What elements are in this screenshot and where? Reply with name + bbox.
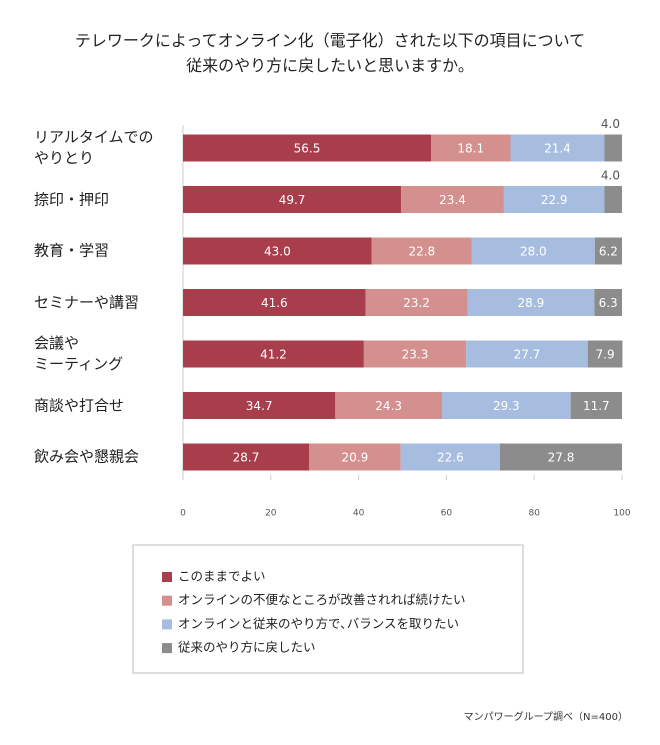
value-label: 7.9 [596,348,615,362]
value-label: 22.6 [437,451,464,465]
value-label: 6.2 [599,245,618,259]
value-label: 21.4 [544,142,571,156]
bar-segment [604,134,622,162]
value-label: 27.7 [514,348,541,362]
value-label: 28.0 [520,245,547,259]
bar-segment [587,340,623,368]
legend-swatch [162,572,172,582]
legend-box [132,544,524,674]
bar-segment [570,392,622,419]
bar-segment [510,134,605,162]
legend-swatch [162,619,172,630]
value-label: 27.8 [548,451,575,465]
x-tick-label: 100 [613,509,630,519]
value-label: 28.9 [518,296,545,310]
x-tick-label: 80 [528,509,540,519]
bar-segment [467,289,595,316]
bar-segment [183,392,336,419]
value-label: 41.2 [260,348,287,362]
source-note: マンパワーグループ調べ（N=400） [463,712,628,723]
value-label: 34.7 [246,399,273,413]
value-label: 6.3 [599,296,618,310]
value-label: 4.0 [601,117,620,131]
value-label: 23.2 [403,296,430,310]
y-tick-label: 商談や打合せ [34,396,125,414]
value-label: 29.3 [493,399,520,413]
value-label: 41.6 [261,296,288,310]
bar-segment [308,443,401,471]
y-tick-label: セミナーや講習 [34,293,140,311]
bar-segment [401,186,504,213]
x-tick-label: 0 [180,509,186,519]
legend-label: 従来のやり方に戻したい [178,640,316,655]
legend-swatch [162,643,172,654]
value-label: 56.5 [294,142,321,156]
bar-segment [183,134,432,162]
bar-segment [604,186,622,213]
bar-segment [503,186,605,213]
legend-label: オンラインと従来のやり方で､バランスを取りたい [178,616,459,631]
value-label: 22.9 [541,193,568,207]
bar-segment [183,186,402,213]
bar-segment [183,443,309,471]
bar-segment [594,237,622,265]
legend-label: このままでよい [178,569,266,584]
x-tick-label: 20 [265,509,277,519]
chart-title: テレワークによってオンライン化（電子化）された以下の項目について 従来のやり方に… [74,31,586,75]
value-label: 24.3 [375,399,402,413]
bar-segment [471,237,595,265]
y-tick-label: 会議や ミーティング [34,334,124,373]
y-tick-label: 捺印・押印 [34,190,110,208]
bar-segment [183,340,364,368]
value-label: 23.3 [402,348,429,362]
legend-swatch [162,595,172,606]
bar-segment [371,237,472,265]
bar-segment [466,340,588,368]
bar-segment [594,289,622,316]
bar-segment [183,237,372,265]
y-tick-label: リアルタイムでの やりとり [34,128,154,167]
bar-segment [499,443,622,471]
bar-segment [400,443,500,471]
value-label: 28.7 [233,451,260,465]
y-tick-label: 教育・学習 [34,241,110,260]
value-label: 22.8 [408,245,435,259]
value-label: 11.7 [583,399,610,413]
bar-segment [431,134,511,162]
bar-segment [183,289,366,316]
bar-segment [365,289,468,316]
value-label: 20.9 [342,451,369,465]
value-label: 49.7 [279,193,306,207]
bar-segment [442,392,571,419]
x-tick-label: 60 [441,509,453,519]
bar-segment [335,392,443,419]
y-tick-label: 飲み会や懇親会 [34,447,140,466]
value-label: 4.0 [601,169,620,183]
bar-segment [363,340,467,368]
value-label: 23.4 [439,193,466,207]
legend-label: オンラインの不便なところが改善されれば続けたい [178,592,466,607]
value-label: 18.1 [457,142,484,156]
x-tick-label: 40 [353,509,365,519]
value-label: 43.0 [264,245,291,259]
